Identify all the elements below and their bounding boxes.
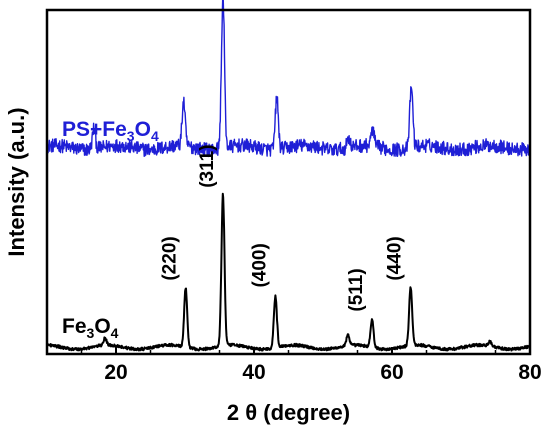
peak-label-511: (511)	[346, 268, 367, 311]
series-labels: PS+Fe3O4 Fe3O4	[62, 118, 159, 341]
x-axis-label: 2 θ (degree)	[227, 400, 350, 425]
peak-labels: (220) (311) (400) (511) (440)	[160, 144, 406, 311]
x-tick-label-80: 80	[518, 361, 541, 384]
plot-layer	[47, 0, 531, 352]
series-label-0: PS+Fe3O4	[62, 118, 159, 144]
x-tick-label-40: 40	[242, 361, 265, 384]
series-line-0	[47, 0, 531, 158]
y-axis-label: Intensity (a.u.)	[4, 107, 29, 256]
x-tick-label-60: 60	[380, 361, 403, 384]
peak-label-400: (400)	[249, 243, 270, 287]
series-label-1: Fe3O4	[62, 315, 119, 341]
series-line-1	[47, 192, 531, 352]
x-ticks: 20 40 60 80	[80, 347, 542, 384]
peak-label-311: (311)	[197, 144, 218, 187]
peak-label-220: (220)	[160, 236, 181, 280]
x-tick-label-20: 20	[104, 361, 127, 384]
peak-label-440: (440)	[385, 236, 406, 280]
plot-frame	[45, 8, 532, 356]
